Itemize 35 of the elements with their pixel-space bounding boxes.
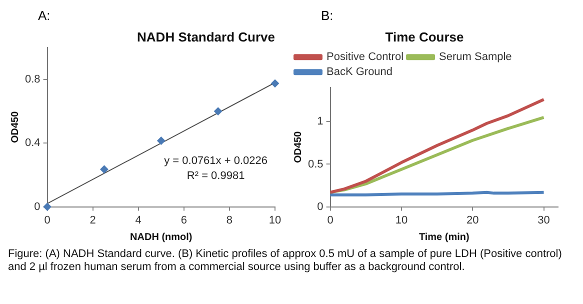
y-tick-label: 0 — [317, 200, 324, 213]
x-axis-title: NADH (nmol) — [130, 232, 192, 243]
point — [157, 136, 166, 145]
point — [271, 79, 279, 88]
legend-label: Positive Control — [326, 51, 404, 64]
x-tick-label: 4 — [135, 214, 142, 226]
x-axis-title: Time (min) — [418, 232, 470, 243]
point — [214, 107, 222, 116]
legend-label: Serum Sample — [439, 51, 512, 64]
legend-label: BacK Ground — [326, 66, 393, 78]
x-tick-label: 0 — [44, 214, 50, 226]
text: A: — [37, 8, 52, 24]
y-tick-label: 1 — [317, 116, 324, 128]
y-tick-label: 0.4 — [24, 137, 40, 150]
x-tick-label: 2 — [90, 214, 96, 226]
annotation: y = 0.0761x + 0.0226 — [164, 154, 268, 167]
x-tick-label: 10 — [395, 214, 408, 226]
x-tick-label: 10 — [268, 214, 282, 226]
annotation: R² = 0.9981 — [186, 170, 245, 182]
text: Figure: (A) NADH Standard curve. (B) Kinetic profiles of approx 0.5 mU of a sample of pure LDH (Positive control) and 2 µl frozen human serum from a commercial source using buffer as a background control. — [8, 248, 563, 274]
text: B: — [320, 8, 334, 24]
y-tick-label: 0.8 — [24, 73, 40, 86]
x-tick-label: 20 — [466, 214, 479, 226]
point — [43, 202, 52, 211]
x-tick-label: 30 — [538, 214, 550, 226]
x-tick-label: 8 — [226, 214, 233, 226]
x-tick-label: 6 — [180, 214, 187, 226]
chart-title: NADH Standard Curve — [137, 29, 275, 44]
y-axis-title: OD450 — [292, 130, 304, 164]
y-tick-label: 0.5 — [308, 158, 324, 170]
chart-title: Time Course — [385, 29, 464, 44]
x-tick-label: 0 — [327, 214, 334, 226]
y-axis-title: OD450 — [10, 110, 21, 144]
point — [100, 165, 108, 174]
y-tick-label: 0 — [34, 200, 40, 213]
